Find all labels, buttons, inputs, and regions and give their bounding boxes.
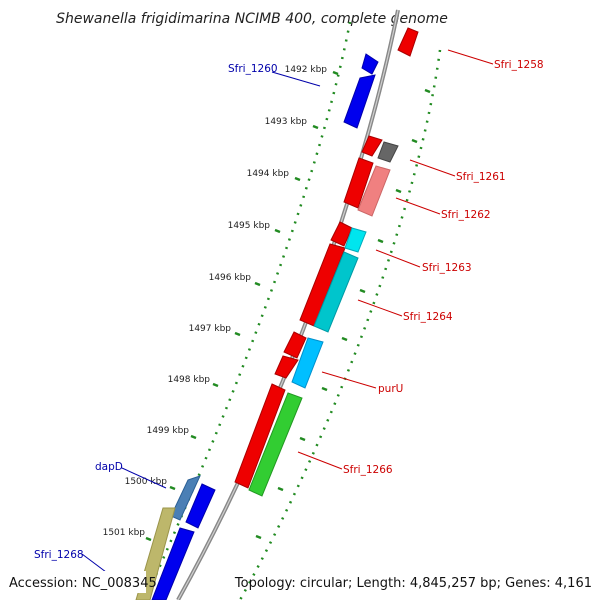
tick-label-1500: 1500 kbp: [125, 477, 168, 487]
gene-purU-cyan[interactable]: [291, 337, 324, 389]
gene-label-sfri-1264: Sfri_1264: [403, 311, 453, 323]
gene-sfri-1260-small[interactable]: [361, 53, 379, 75]
inner-dotted-ring: [238, 49, 442, 600]
gene-sfri-1263-cyan[interactable]: [344, 227, 367, 253]
gene-label-sfri-1268: Sfri_1268: [34, 549, 84, 561]
gene-sfri-1261-grey[interactable]: [377, 141, 399, 163]
gene-sfri-1261-b[interactable]: [343, 157, 374, 209]
gene-label-sfri-1263: Sfri_1263: [422, 262, 472, 274]
gene-label-purU: purU: [378, 383, 403, 395]
topology-bg: [256, 571, 598, 593]
gene-sfri-1261-a[interactable]: [361, 135, 383, 157]
label-leader-lines: [81, 49, 494, 591]
gene-sfri-1264[interactable]: [313, 251, 359, 333]
topology-text: Topology: circular; Length: 4,845,257 bp…: [234, 576, 592, 591]
gene-sfri-1268-blue[interactable]: [151, 527, 195, 600]
gene-label-sfri-1262: Sfri_1262: [441, 209, 491, 221]
gene-purU-b[interactable]: [274, 355, 299, 379]
accession-text: Accession: NC_008345: [9, 576, 157, 591]
gene-label-sfri-1266: Sfri_1266: [343, 464, 393, 476]
gene-sfri-1262[interactable]: [357, 165, 391, 217]
gene-sfri-1266-red[interactable]: [234, 383, 286, 489]
gene-sfri-1263-a[interactable]: [330, 221, 353, 247]
tick-label-1495: 1495 kbp: [228, 221, 271, 231]
gene-label-sfri-1260: Sfri_1260: [228, 63, 278, 75]
gene-purU-a[interactable]: [283, 331, 307, 359]
accession-bg: [4, 571, 146, 593]
gene-dapD[interactable]: [170, 475, 201, 521]
tick-label-1494: 1494 kbp: [247, 169, 290, 179]
scale-ticks: [145, 70, 339, 542]
gene-sfri-1260[interactable]: [343, 74, 376, 129]
tick-label-1498: 1498 kbp: [168, 375, 211, 385]
tick-label-1492: 1492 kbp: [285, 65, 328, 75]
tick-label-1493: 1493 kbp: [265, 117, 308, 127]
tick-label-1501: 1501 kbp: [103, 528, 146, 538]
tick-label-1497: 1497 kbp: [189, 324, 232, 334]
gene-label-dapD: dapD: [95, 461, 123, 473]
gene-label-sfri-1261: Sfri_1261: [456, 171, 506, 183]
gene-dapD-blue[interactable]: [185, 483, 216, 529]
tick-label-1496: 1496 kbp: [209, 273, 252, 283]
gene-label-sfri-1258: Sfri_1258: [494, 59, 544, 71]
gene-sfri-1266-green[interactable]: [248, 392, 303, 497]
gene-sfri-1258[interactable]: [397, 27, 419, 57]
tick-label-1499: 1499 kbp: [147, 426, 190, 436]
right-ring-ticks: [255, 88, 431, 540]
map-title: Shewanella frigidimarina NCIMB 400, comp…: [56, 11, 448, 27]
